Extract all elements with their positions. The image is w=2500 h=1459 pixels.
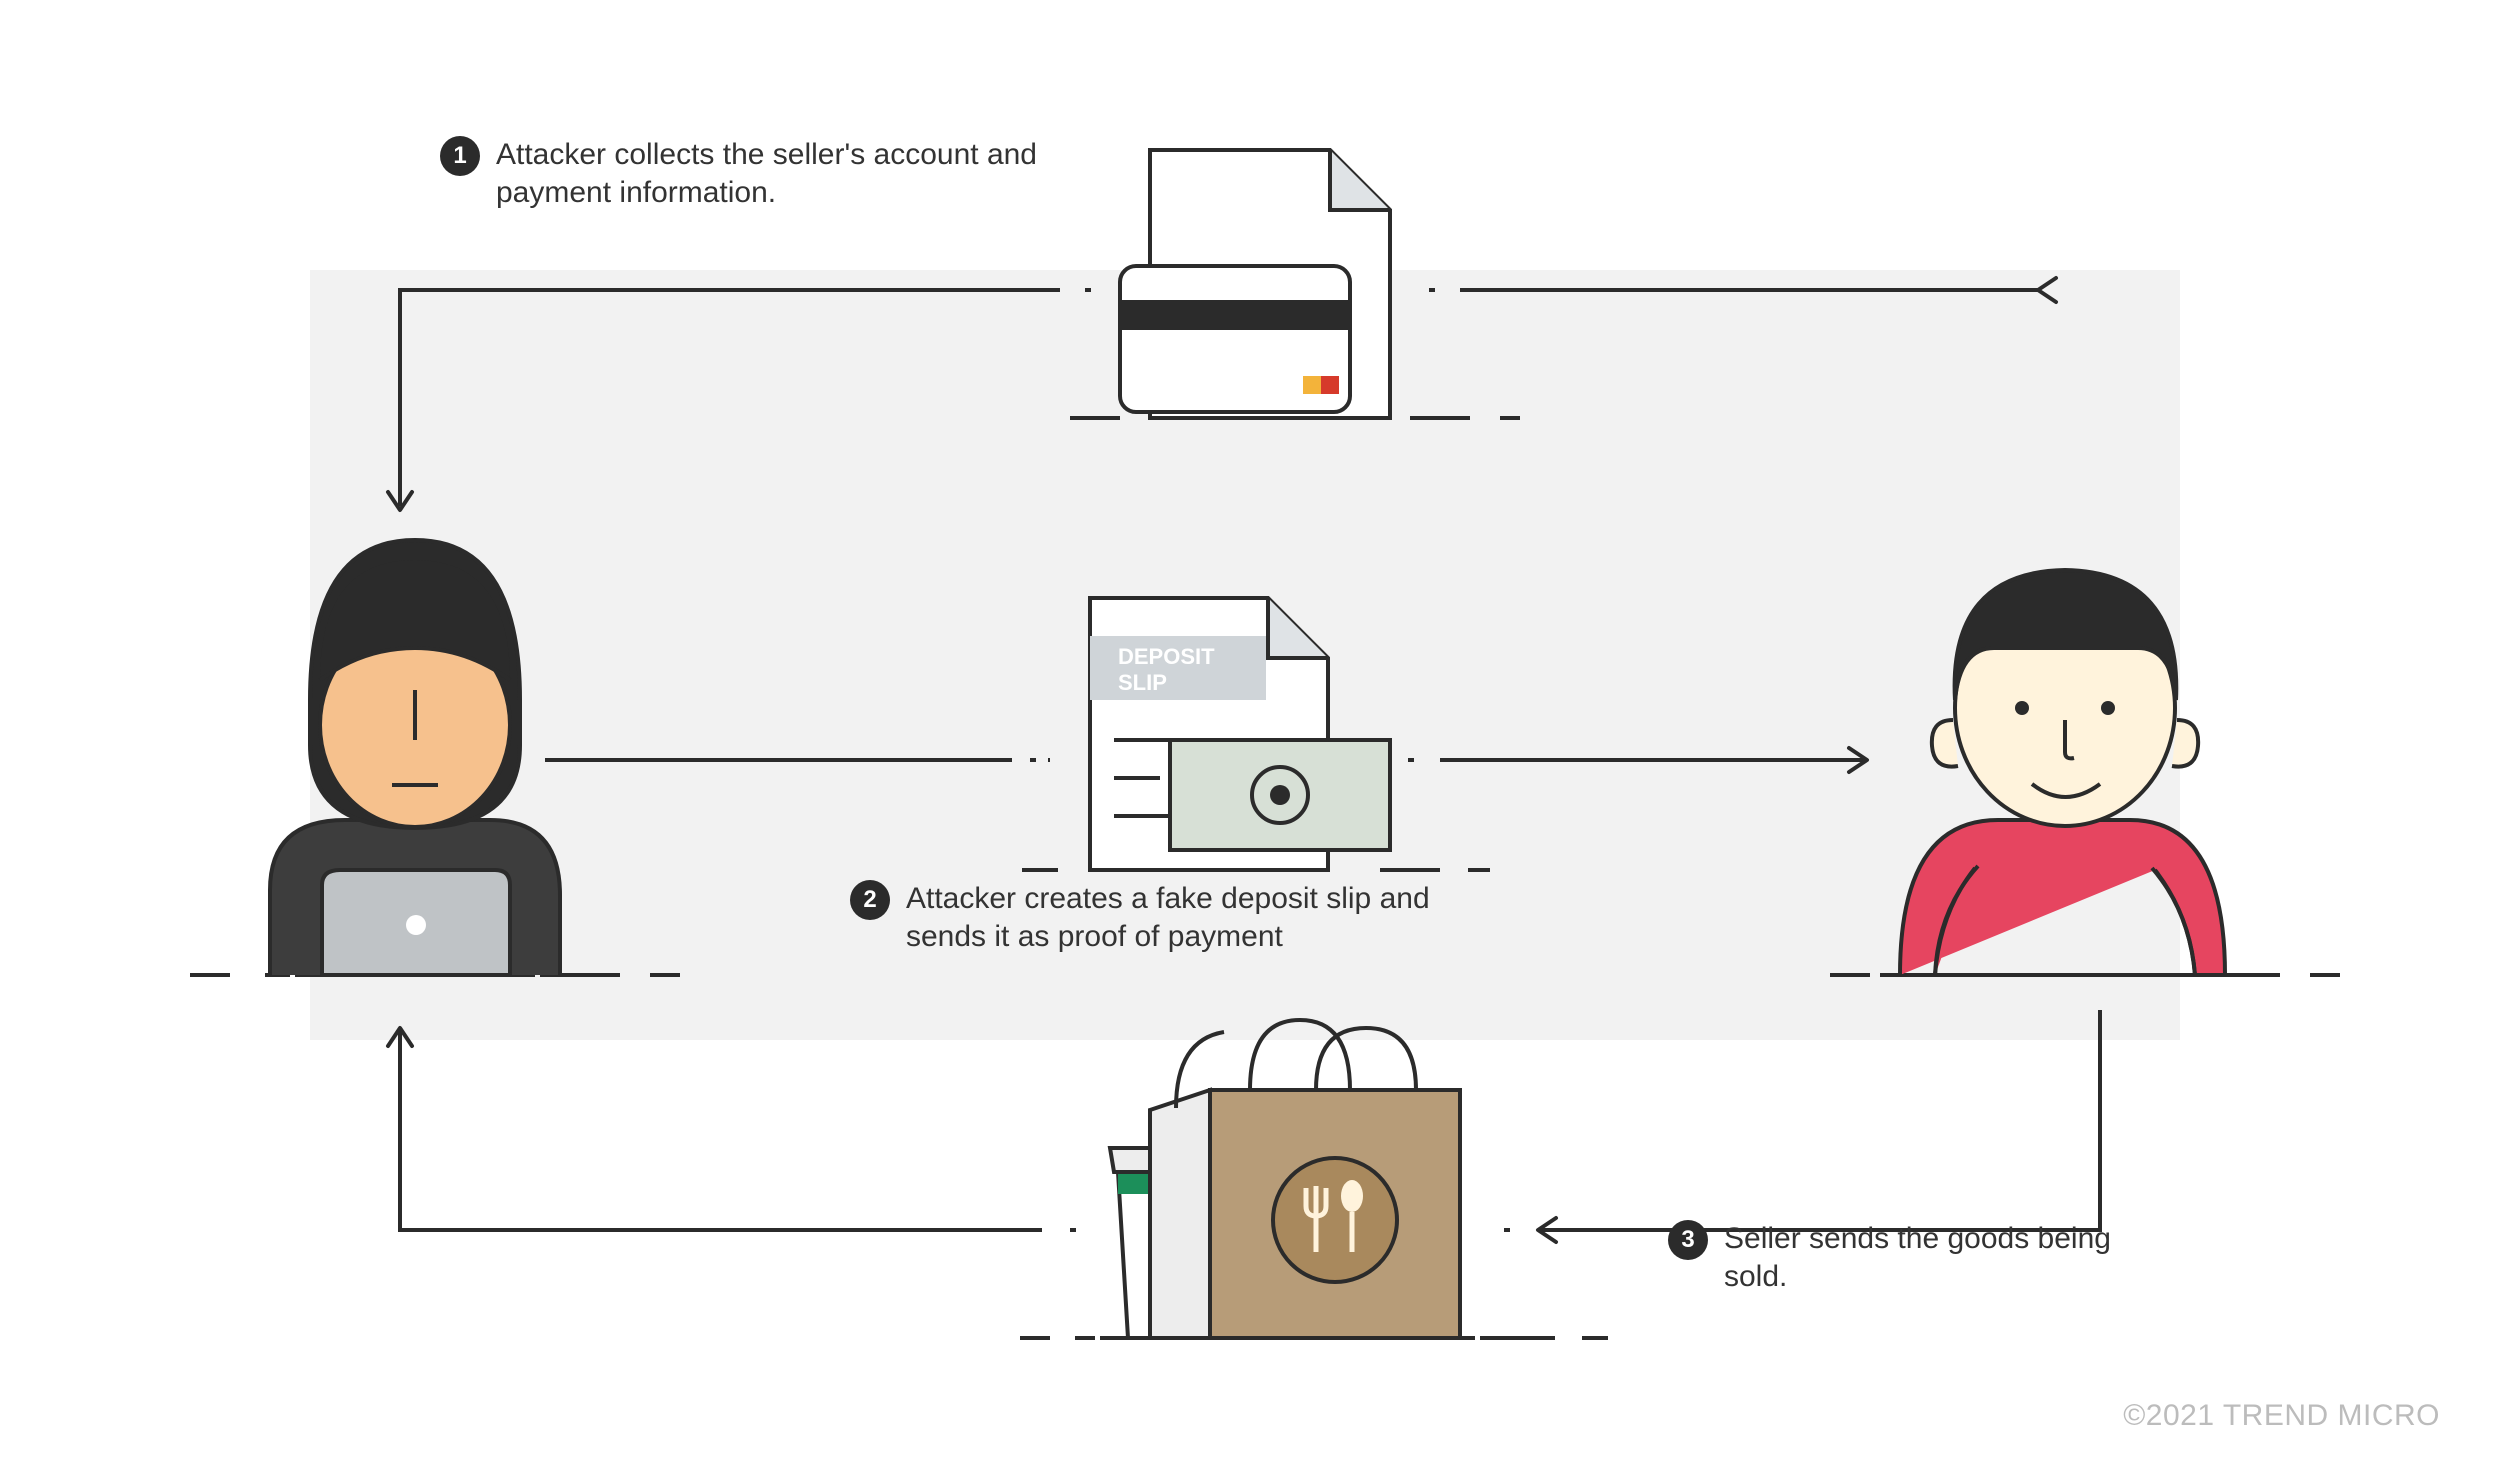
step-2-badge: 2 [850,880,890,920]
step-2: 2 Attacker creates a fake deposit slip a… [850,880,1466,957]
payment-info-icon [1070,150,1520,418]
step-3-text: Seller sends the goods being sold. [1724,1220,2144,1297]
step-1-badge: 1 [440,136,480,176]
step-2-text: Attacker creates a fake deposit slip and… [906,880,1466,957]
step-3: 3 Seller sends the goods being sold. [1668,1220,2144,1297]
deposit-slip-line1: DEPOSIT [1118,644,1215,669]
deposit-slip-icon: DEPOSIT SLIP [1022,598,1490,870]
attacker-icon [190,540,680,975]
deposit-slip-line2: SLIP [1118,670,1167,695]
step-3-badge: 3 [1668,1220,1708,1260]
seller-icon [1830,570,2340,975]
step-1: 1 Attacker collects the seller's account… [440,136,1056,213]
goods-icon [1020,1020,1608,1338]
step-1-text: Attacker collects the seller's account a… [496,136,1056,213]
copyright: ©2021 TREND MICRO [2123,1399,2440,1433]
